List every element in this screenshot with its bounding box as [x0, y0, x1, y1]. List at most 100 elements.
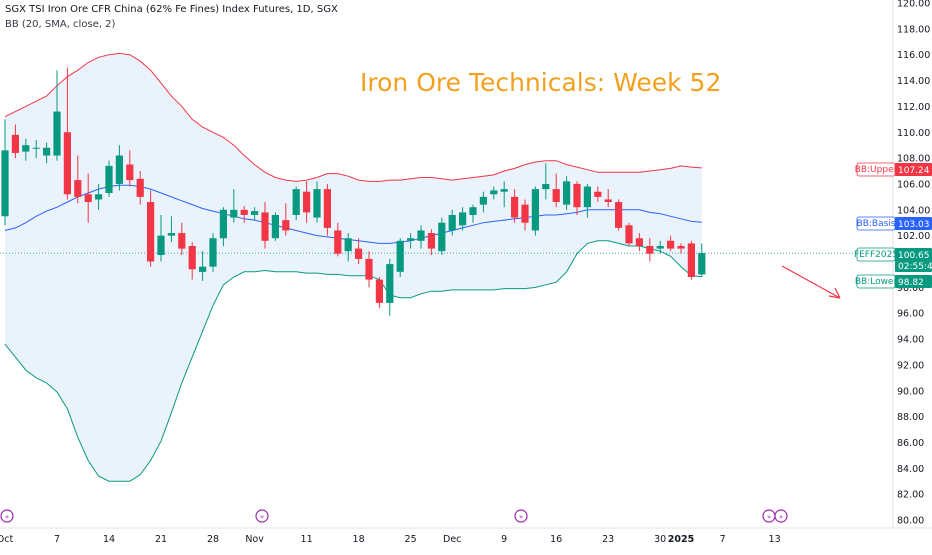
- candle-body: [438, 222, 446, 252]
- candle-30: [313, 181, 321, 223]
- candle-60: [625, 222, 633, 246]
- candle-25: [261, 202, 269, 249]
- candle-body: [240, 209, 248, 215]
- x-tick-label: 18: [353, 534, 365, 545]
- price-badge-label: BB:Lower: [855, 277, 898, 287]
- event-marker-glyph: »: [779, 513, 783, 521]
- candle-body: [375, 279, 383, 303]
- price-badge-value: 107.24: [898, 166, 930, 176]
- candle-body: [552, 189, 560, 203]
- price-badge-value-bg: [895, 275, 932, 288]
- candle-58: [604, 189, 612, 208]
- indicator-legend[interactable]: BB (20, SMA, close, 2): [5, 19, 116, 30]
- x-tick-label: 25: [405, 534, 417, 545]
- candle-0: [1, 119, 9, 226]
- candle-53: [552, 173, 560, 208]
- candle-37: [386, 258, 394, 316]
- candle-body: [63, 132, 71, 195]
- symbol-title: SGX TSI Iron Ore CFR China (62% Fe Fines…: [5, 4, 338, 15]
- candle-1: [11, 124, 19, 159]
- bollinger-lines-layer: [4, 52, 702, 482]
- candle-48: [500, 181, 508, 208]
- candle-41: [427, 229, 435, 256]
- candle-body: [459, 212, 467, 226]
- x-tick-label: Dec: [443, 534, 461, 545]
- candle-12: [126, 150, 134, 187]
- candle-38: [396, 238, 404, 278]
- candle-44: [459, 207, 467, 231]
- candle-body: [511, 196, 519, 218]
- price-badge-label: FEFF2025: [854, 250, 898, 260]
- candle-64: [667, 235, 675, 252]
- candle-28: [292, 186, 300, 221]
- candle-body: [677, 245, 685, 249]
- y-tick-label: 94.00: [897, 335, 924, 346]
- candle-56: [583, 183, 591, 218]
- candle-body: [334, 230, 342, 254]
- x-tick-label: 14: [103, 534, 115, 545]
- candle-66: [687, 240, 695, 280]
- candle-body: [355, 248, 363, 259]
- event-marker-icon: »: [514, 509, 528, 523]
- y-tick-label: 108.00: [897, 154, 930, 165]
- price-badge-bb-lower: BB:Lower 98.82: [855, 274, 932, 289]
- chart-annotation: Iron Ore Technicals: Week 52: [360, 68, 722, 97]
- event-marker-icon: »: [762, 509, 776, 523]
- candle-body: [500, 189, 508, 192]
- candle-body: [396, 240, 404, 272]
- event-marker-glyph: »: [767, 513, 771, 521]
- y-tick-label: 104.00: [897, 205, 930, 216]
- y-tick-label: 112.00: [897, 102, 930, 113]
- candle-3: [32, 140, 40, 159]
- candle-54: [563, 176, 571, 210]
- candle-5: [53, 70, 61, 161]
- candle-10: [105, 160, 113, 197]
- candle-46: [479, 191, 487, 213]
- candle-body: [32, 147, 40, 149]
- candle-body: [407, 238, 415, 241]
- candle-body: [74, 180, 82, 197]
- x-tick-label: Oct: [0, 534, 13, 545]
- y-tick-label: 90.00: [897, 386, 924, 397]
- candles-layer: [1, 67, 706, 316]
- candle-33: [344, 233, 352, 262]
- event-marker-circle: [514, 509, 528, 523]
- y-tick-label: 106.00: [897, 179, 930, 190]
- x-tick-label: 13: [769, 534, 781, 545]
- candle-body: [282, 220, 290, 231]
- bollinger-band-layer: [0, 53, 893, 482]
- candle-body: [479, 196, 487, 205]
- y-tick-label: 116.00: [897, 50, 930, 61]
- candle-body: [469, 207, 477, 215]
- candle-22: [230, 189, 238, 223]
- candle-42: [438, 217, 446, 256]
- candle-body: [542, 183, 550, 190]
- y-tick-label: 84.00: [897, 464, 924, 475]
- y-tick-label: 88.00: [897, 412, 924, 423]
- candle-6: [63, 67, 71, 200]
- projection-arrow-head: [828, 287, 841, 299]
- time-axis-layer: Oct 7 14 21 28 Nov 11 18 25 Dec 9 16 23 30 2025 7 13 » » » »…: [0, 509, 932, 550]
- candle-8: [84, 173, 92, 223]
- candle-body: [199, 266, 207, 272]
- x-tick-label: 23: [602, 534, 614, 545]
- event-marker-icon: »: [774, 509, 788, 523]
- candle-body: [635, 238, 643, 246]
- candle-13: [136, 171, 144, 205]
- candle-body: [427, 233, 435, 249]
- candle-23: [240, 205, 248, 223]
- candle-body: [521, 204, 529, 223]
- candle-body: [563, 181, 571, 205]
- candle-body: [583, 186, 591, 208]
- candle-body: [43, 147, 51, 156]
- candle-body: [1, 150, 9, 217]
- series-line-bb-lower: [4, 240, 702, 482]
- candle-7: [74, 155, 82, 204]
- event-marker-glyph: »: [260, 513, 264, 521]
- candle-body: [698, 253, 706, 275]
- candle-body: [594, 191, 602, 197]
- price-badge-value-bg: [895, 217, 932, 230]
- candle-body: [490, 190, 498, 195]
